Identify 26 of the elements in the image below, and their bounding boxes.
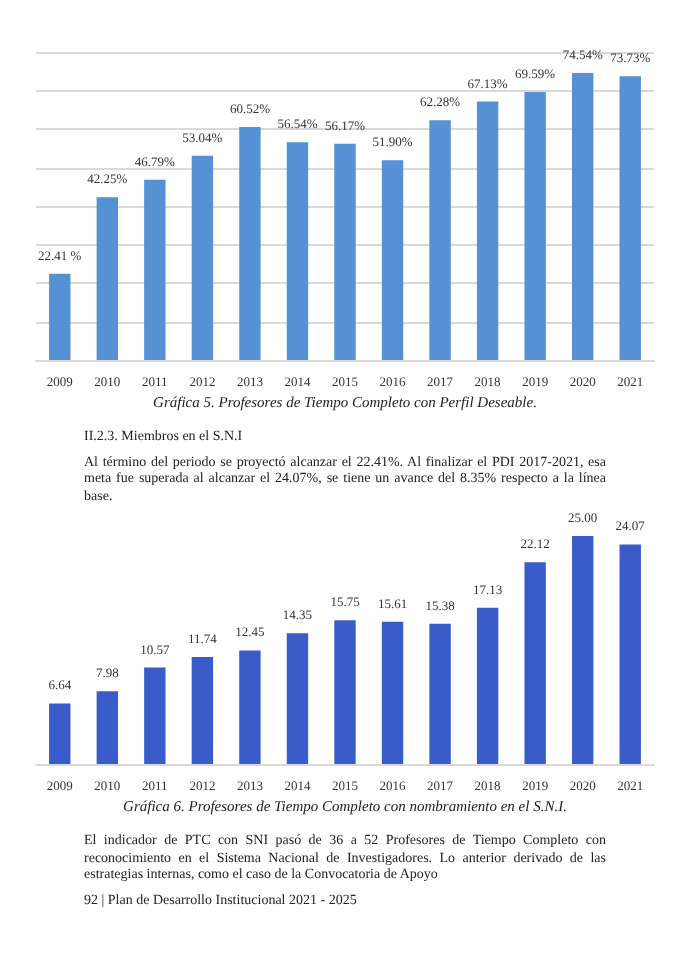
bar [476, 101, 499, 360]
bar [144, 667, 166, 764]
bar [334, 143, 356, 360]
bar [429, 120, 451, 360]
bar [49, 273, 71, 360]
bar [96, 691, 118, 764]
bar [191, 155, 214, 360]
bar [144, 179, 166, 360]
bar [286, 633, 309, 764]
bar [429, 623, 451, 764]
bar [239, 650, 261, 764]
bar [334, 620, 356, 764]
bar [572, 536, 594, 764]
bar [524, 92, 546, 360]
bar [524, 562, 546, 764]
bar [619, 544, 641, 764]
bar [239, 127, 261, 360]
bar [476, 607, 499, 764]
bar [381, 160, 404, 360]
bar [191, 656, 214, 764]
bar [572, 73, 594, 360]
bar [286, 142, 309, 360]
bar [381, 621, 404, 764]
bar [96, 197, 118, 360]
bar [49, 703, 71, 764]
bar [619, 76, 641, 360]
